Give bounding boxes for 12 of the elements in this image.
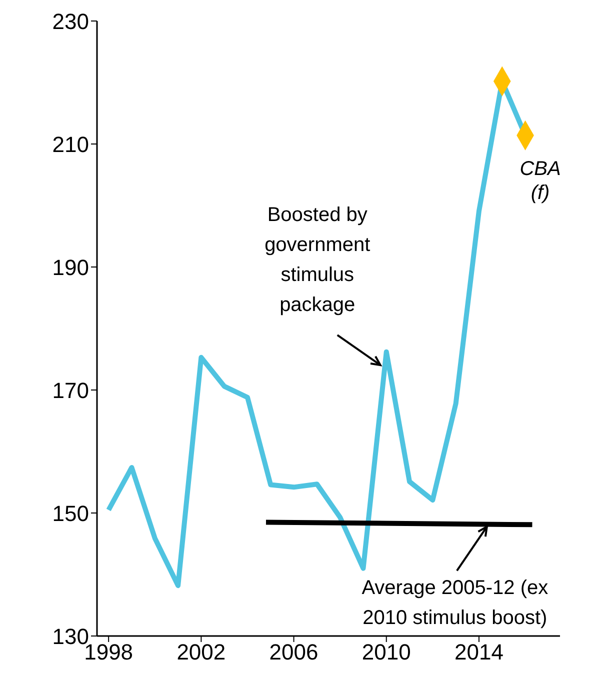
y-tick-label: 170 <box>52 378 89 403</box>
y-tick-label: 230 <box>52 8 89 34</box>
x-tick-label: 2006 <box>269 640 318 665</box>
x-tick-label: 2002 <box>176 640 226 665</box>
x-tick-label: 2014 <box>454 640 504 665</box>
x-tick-label: 2010 <box>362 640 411 665</box>
y-tick-label: 190 <box>52 254 89 280</box>
y-tick-label: 150 <box>52 500 89 526</box>
annotation: Average 2005-12 (ex 2010 stimulus boost) <box>360 576 550 631</box>
series-label: CBA (f) <box>518 157 562 206</box>
y-tick-label: 210 <box>52 132 89 157</box>
annotation: Boosted by government stimulus package <box>264 203 372 318</box>
